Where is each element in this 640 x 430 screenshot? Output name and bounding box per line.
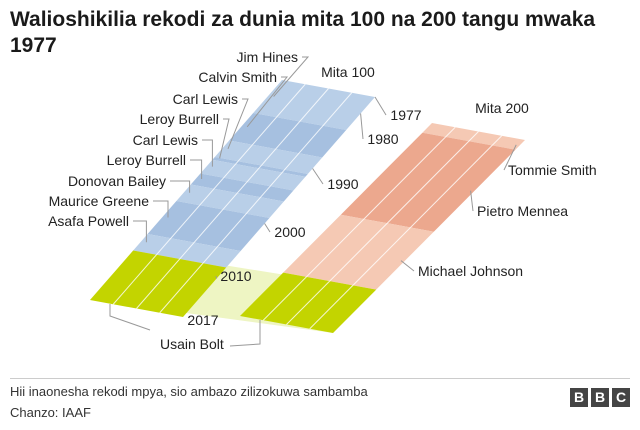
m100-lane-line — [112, 83, 306, 305]
year-label: 1990 — [327, 176, 358, 192]
logo-letter: C — [612, 388, 630, 407]
footer-note: Hii inaonesha rekodi mpya, sio ambazo zi… — [10, 384, 368, 399]
holder-leader-100m — [246, 76, 289, 128]
year-label: 1980 — [367, 131, 398, 147]
holder-label-200m: Tommie Smith — [508, 162, 597, 178]
holder-leader-200m — [503, 144, 517, 171]
chart-title: Walioshikilia rekodi za dunia mita 100 n… — [10, 8, 596, 57]
strip-200m — [240, 123, 525, 333]
holder-label-100m: Maurice Greene — [49, 193, 150, 209]
year-tick — [264, 223, 271, 233]
year-label: 2017 — [187, 312, 218, 328]
leader-lines — [109, 56, 517, 347]
holder-label-100m: Calvin Smith — [198, 69, 277, 85]
series-title-100m: Mita 100 — [321, 64, 375, 80]
holder-label-100m: Asafa Powell — [48, 213, 129, 229]
holder-leader-100m — [227, 98, 249, 149]
m100-lane-line — [136, 88, 329, 309]
holder-label-200m: Michael Johnson — [418, 263, 523, 279]
records-chart: Mita 100 Mita 200 1977 1980 1990 2000 2010 2017… — [48, 49, 597, 352]
holder-leader-100m — [133, 220, 147, 243]
holder-label-100m: Jim Hines — [237, 49, 298, 65]
holder-leader-200m — [470, 190, 474, 212]
bbc-logo: B B C — [570, 388, 630, 407]
holder-leader-200m — [400, 260, 415, 272]
year-label: 2000 — [274, 224, 305, 240]
holder-label-100m: Leroy Burrell — [107, 152, 186, 168]
holder-label-100m: Donovan Bailey — [68, 173, 166, 189]
logo-letter: B — [570, 388, 588, 407]
bolt-leader — [109, 304, 151, 331]
footer-divider — [10, 378, 630, 379]
year-tick — [215, 275, 218, 279]
chart-labels: Mita 100 Mita 200 1977 1980 1990 2000 2010 2017… — [48, 49, 597, 352]
year-tick — [312, 168, 324, 185]
holder-label-bolt: Usain Bolt — [160, 336, 224, 352]
holder-label-100m: Carl Lewis — [133, 132, 198, 148]
holder-label-100m: Leroy Burrell — [140, 111, 219, 127]
series-title-200m: Mita 200 — [475, 100, 529, 116]
year-label: 2010 — [220, 268, 251, 284]
m200-lane-line — [262, 126, 456, 321]
holder-leader-100m — [219, 118, 230, 159]
holder-leader-100m — [190, 159, 203, 179]
holder-leader-100m — [273, 56, 310, 97]
m100-lane-line — [159, 92, 353, 314]
m200-lane-line — [309, 135, 503, 330]
year-tick — [374, 96, 387, 116]
m200-lane-line — [286, 131, 479, 325]
holder-leader-100m — [153, 200, 169, 218]
logo-letter: B — [591, 388, 609, 407]
year-tick — [360, 113, 364, 140]
holder-leader-100m — [170, 180, 191, 193]
year-label: 1977 — [390, 107, 421, 123]
footer-source: Chanzo: IAAF — [10, 405, 91, 420]
bolt-leader — [229, 320, 261, 347]
holder-leader-100m — [202, 139, 213, 167]
holder-label-200m: Pietro Mennea — [477, 203, 568, 219]
strip-100m — [90, 80, 375, 317]
holder-label-100m: Carl Lewis — [173, 91, 238, 107]
